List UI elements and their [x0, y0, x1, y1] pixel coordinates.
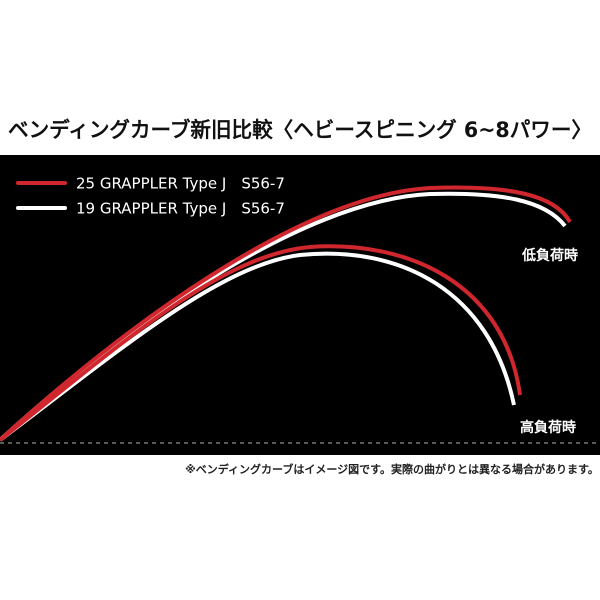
curve-25-low [0, 185, 572, 442]
annotation: 高負荷時 [520, 419, 576, 436]
legend-label: 19 GRAPPLER Type J S56-7 [76, 200, 285, 218]
legend-label: 25 GRAPPLER Type J S56-7 [76, 175, 285, 193]
annotation: 低負荷時 [521, 247, 578, 264]
diagram-panel [0, 155, 600, 455]
curve-19-high [0, 251, 516, 442]
curve-25-high [0, 244, 522, 442]
title: ベンディングカーブ新旧比較〈ヘビースピニング 6~8パワー〉 [8, 118, 592, 142]
footnote: ※ベンディングカーブはイメージ図です。実際の曲がりとは異なる場合があります。 [185, 462, 599, 476]
